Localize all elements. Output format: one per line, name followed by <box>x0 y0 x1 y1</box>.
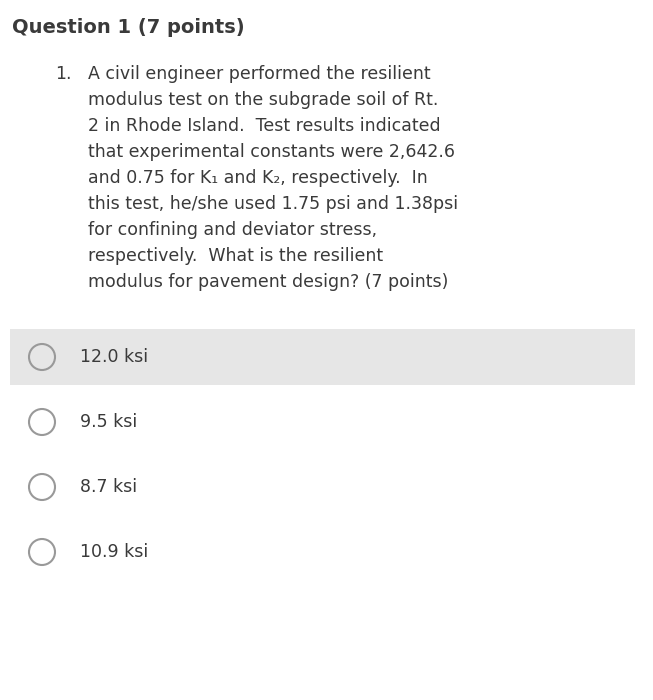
Text: 10.9 ksi: 10.9 ksi <box>80 543 148 561</box>
Text: Question 1 (7 points): Question 1 (7 points) <box>12 18 245 37</box>
Text: that experimental constants were 2,642.6: that experimental constants were 2,642.6 <box>88 143 455 161</box>
Text: respectively.  What is the resilient: respectively. What is the resilient <box>88 247 383 265</box>
Text: and 0.75 for K₁ and K₂, respectively.  In: and 0.75 for K₁ and K₂, respectively. In <box>88 169 428 187</box>
Text: A civil engineer performed the resilient: A civil engineer performed the resilient <box>88 65 430 83</box>
Text: modulus test on the subgrade soil of Rt.: modulus test on the subgrade soil of Rt. <box>88 91 438 109</box>
Text: 9.5 ksi: 9.5 ksi <box>80 413 137 431</box>
FancyBboxPatch shape <box>10 329 635 385</box>
Text: 8.7 ksi: 8.7 ksi <box>80 478 137 496</box>
Text: this test, he/she used 1.75 psi and 1.38psi: this test, he/she used 1.75 psi and 1.38… <box>88 195 458 213</box>
Text: 1.: 1. <box>55 65 71 83</box>
Text: for confining and deviator stress,: for confining and deviator stress, <box>88 221 377 239</box>
Text: modulus for pavement design? (7 points): modulus for pavement design? (7 points) <box>88 273 449 291</box>
Text: 2 in Rhode Island.  Test results indicated: 2 in Rhode Island. Test results indicate… <box>88 117 441 135</box>
Text: 12.0 ksi: 12.0 ksi <box>80 348 148 366</box>
